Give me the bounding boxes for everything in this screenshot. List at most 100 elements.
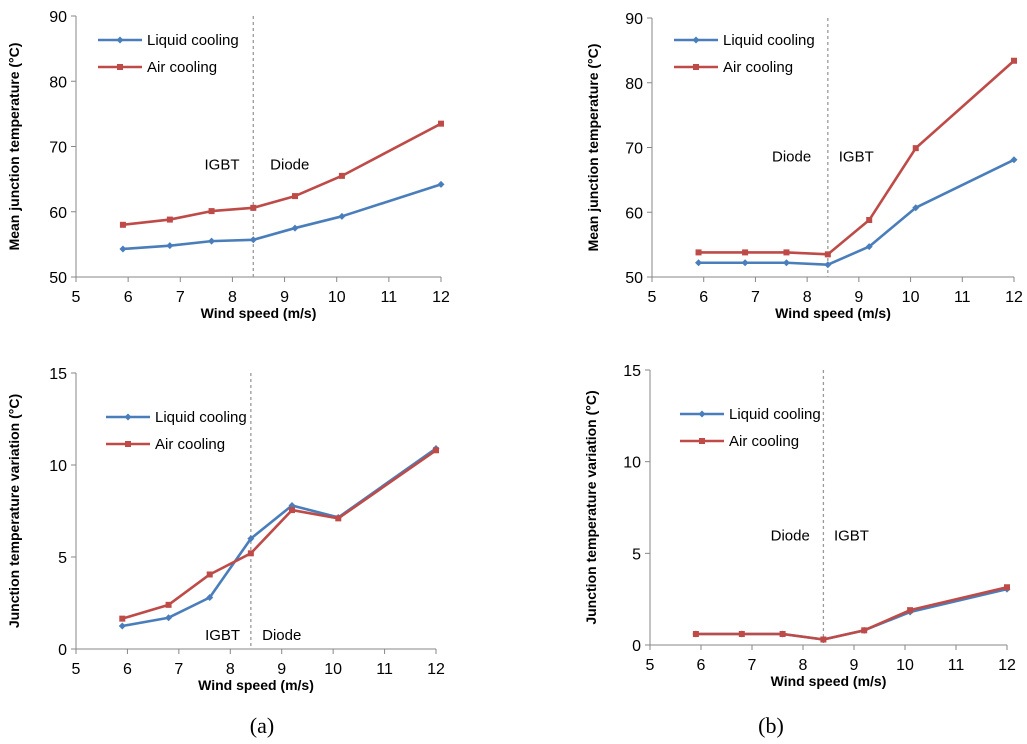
y-tick-label: 15 [623, 363, 641, 380]
x-tick-label: 12 [1005, 289, 1023, 306]
x-tick-label: 5 [646, 657, 655, 674]
data-point-liquid-cooling [338, 212, 346, 220]
x-tick-label: 7 [176, 289, 185, 306]
data-point-liquid-cooling [249, 236, 257, 244]
x-tick-label: 11 [376, 661, 393, 678]
data-point-air-cooling [907, 607, 914, 614]
data-point-air-cooling [1011, 57, 1017, 64]
y-tick-label: 70 [625, 141, 643, 158]
y-tick-label: 5 [632, 546, 641, 563]
x-tick-label: 10 [902, 289, 920, 306]
y-tick-label: 90 [625, 11, 643, 28]
y-tick-label: 10 [49, 458, 67, 475]
legend-marker-liquid-cooling [124, 413, 132, 421]
data-point-air-cooling [166, 216, 173, 223]
x-tick-label: 6 [699, 289, 708, 306]
data-point-air-cooling [742, 249, 749, 256]
legend-label-liquid-cooling: Liquid cooling [723, 32, 815, 49]
y-tick-label: 50 [49, 270, 67, 287]
x-tick-label: 9 [280, 289, 289, 306]
data-point-air-cooling [119, 615, 126, 622]
data-point-air-cooling [695, 249, 702, 256]
legend-marker-liquid-cooling [692, 36, 700, 44]
data-point-air-cooling [738, 631, 745, 637]
annotation-igbt: IGBT [205, 627, 240, 644]
legend-marker-liquid-cooling [698, 410, 706, 418]
chart-a-mean-temperature: 50 60 70 80 90 5 6 7 8 9 10 11 12 Wind speed (m/s) Mea… [6, 9, 450, 321]
x-tick-label: 8 [228, 289, 237, 306]
x-tick-label: 7 [174, 661, 183, 678]
y-tick-label: 0 [632, 638, 641, 655]
data-point-liquid-cooling [865, 243, 873, 251]
legend-label-liquid-cooling: Liquid cooling [155, 409, 247, 426]
data-point-liquid-cooling [912, 204, 920, 212]
data-point-liquid-cooling [1010, 156, 1018, 164]
data-point-air-cooling [292, 193, 298, 200]
data-point-liquid-cooling [206, 593, 214, 601]
y-tick-label: 60 [49, 205, 67, 222]
x-tick-label: 6 [124, 289, 133, 306]
y-tick-label: 50 [625, 270, 643, 287]
y-tick-label: 80 [49, 74, 67, 91]
x-tick-label: 5 [72, 661, 81, 678]
data-point-liquid-cooling [165, 614, 173, 622]
data-point-air-cooling [783, 249, 790, 256]
y-tick-label: 15 [49, 366, 67, 383]
x-axis-label: Wind speed (m/s) [771, 673, 887, 689]
x-tick-label: 11 [954, 289, 971, 306]
legend-marker-air-cooling [699, 438, 705, 444]
x-axis-label: Wind speed (m/s) [201, 305, 317, 321]
legend-label-air-cooling: Air cooling [147, 59, 217, 76]
annotation-igbt: IGBT [204, 156, 239, 173]
caption-a: (a) [250, 713, 274, 738]
data-point-air-cooling [206, 571, 213, 578]
annotation-igbt: IGBT [834, 528, 869, 545]
legend-label-air-cooling: Air cooling [723, 59, 793, 76]
legend-label-air-cooling: Air cooling [729, 433, 799, 450]
y-tick-label: 90 [49, 9, 67, 26]
data-point-liquid-cooling [291, 224, 299, 232]
y-tick-label: 70 [49, 140, 67, 157]
data-point-liquid-cooling [437, 180, 445, 188]
x-tick-label: 10 [328, 289, 346, 306]
data-point-liquid-cooling [247, 535, 255, 543]
series-line-liquid-cooling [122, 447, 437, 628]
series-line-air-cooling [121, 449, 437, 620]
x-tick-label: 9 [850, 657, 859, 674]
x-tick-label: 8 [803, 289, 812, 306]
x-tick-label: 10 [324, 661, 342, 678]
y-tick-label: 80 [625, 76, 643, 93]
data-point-air-cooling [866, 217, 873, 224]
annotation-diode: Diode [262, 627, 301, 644]
series-line-air-cooling [122, 122, 442, 227]
data-point-air-cooling [779, 631, 786, 637]
data-point-liquid-cooling [695, 259, 703, 267]
caption-b: (b) [758, 713, 784, 738]
annotation-diode: Diode [771, 528, 810, 545]
data-point-air-cooling [820, 636, 827, 643]
data-point-air-cooling [861, 627, 868, 634]
x-tick-label: 7 [751, 289, 760, 306]
data-point-air-cooling [289, 507, 295, 514]
x-tick-label: 10 [896, 657, 914, 674]
y-tick-label: 5 [58, 550, 67, 567]
legend-label-liquid-cooling: Liquid cooling [147, 32, 239, 49]
data-point-air-cooling [335, 515, 342, 522]
y-tick-label: 60 [625, 205, 643, 222]
data-point-liquid-cooling [208, 237, 216, 245]
x-tick-label: 6 [123, 661, 132, 678]
data-point-air-cooling [165, 601, 172, 608]
data-point-air-cooling [912, 145, 919, 152]
x-tick-label: 8 [226, 661, 235, 678]
data-point-liquid-cooling [119, 245, 127, 253]
data-point-liquid-cooling [741, 259, 749, 267]
data-point-air-cooling [119, 221, 126, 228]
data-point-liquid-cooling [118, 622, 126, 630]
x-tick-label: 5 [648, 289, 657, 306]
data-point-air-cooling [1004, 584, 1010, 591]
data-point-liquid-cooling [824, 261, 832, 269]
chart-b-mean-temperature: 50 60 70 80 90 5 6 7 8 9 10 11 12 Wind speed (m/s) Mea… [585, 11, 1023, 321]
legend-marker-air-cooling [117, 64, 123, 70]
